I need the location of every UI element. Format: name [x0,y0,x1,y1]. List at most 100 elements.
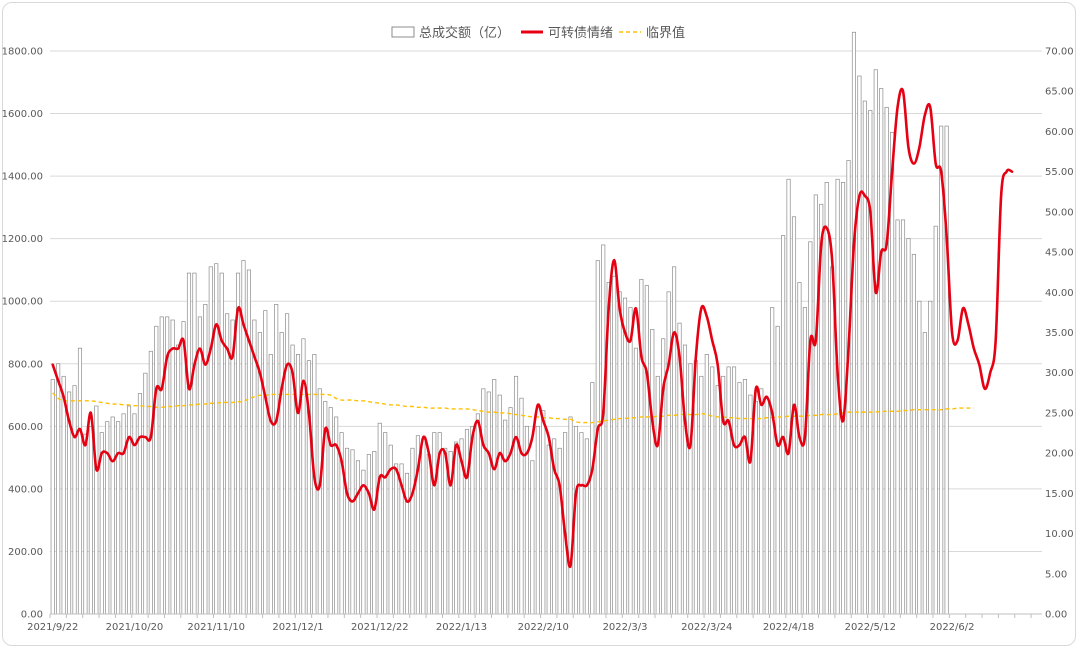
volume-bar [56,363,61,615]
volume-bar [933,225,938,615]
volume-bar [88,425,93,615]
volume-bar [922,332,927,615]
volume-bar [688,363,693,615]
volume-bar [851,31,857,615]
right-tick-label: 10.00 [1045,529,1074,540]
legend-bar-swatch [391,26,415,38]
left-tick-label: 1600.00 [2,109,43,120]
volume-bar [61,375,66,615]
left-tick-label: 600.00 [8,422,43,433]
volume-bar [639,278,644,615]
volume-bar [366,454,371,615]
volume-bar [704,354,709,615]
volume-bar [361,469,366,615]
volume-bar [345,447,350,615]
right-tick-label: 70.00 [1045,47,1074,58]
volume-bar [775,325,780,615]
volume-bar [862,100,867,615]
x-tick-label: 2022/1/13 [436,622,487,633]
axes: 0.00 200.00 400.00 600.00 800.00 1000.00 1200.… [2,47,1074,634]
volume-bar [715,385,720,615]
volume-bar [655,375,660,615]
volume-bar [731,366,737,615]
volume-bar [197,316,202,615]
volume-bar [377,422,382,615]
volume-bar [50,379,55,615]
volume-bar [94,405,99,615]
volume-bar [519,397,524,615]
volume-bar [622,297,628,615]
right-tick-label: 50.00 [1045,207,1074,218]
volume-bar [928,300,933,615]
volume-bar [900,219,906,615]
volume-bar [590,382,595,615]
volume-bar [410,447,415,615]
volume-bar [601,244,606,615]
x-tick-label: 2021/9/22 [27,622,78,633]
volume-bar [486,391,491,615]
right-tick-label: 40.00 [1045,288,1074,299]
threshold-path [52,392,974,424]
volume-bar [181,321,186,615]
x-tick-label: 2022/6/2 [930,622,975,633]
volume-bar [579,432,584,615]
volume-bar [786,178,791,615]
right-tick-label: 15.00 [1045,489,1074,500]
volume-bar [116,421,121,615]
volume-bar [748,394,753,615]
legend-bar-label: 总成交额（亿） [419,25,510,41]
volume-bar [682,344,688,615]
volume-bar [77,347,83,615]
legend-sentiment-label: 可转债情绪 [548,26,613,41]
volume-bar [72,385,77,615]
volume-bar [252,319,257,615]
right-tick-label: 20.00 [1045,449,1074,460]
volume-bar [350,449,355,615]
threshold-line [52,392,974,424]
volume-bar [824,182,829,615]
volume-bar [726,366,731,615]
volume-bar [830,266,835,615]
volume-bar [383,432,388,615]
left-tick-label: 200.00 [8,547,43,558]
volume-bar [497,394,502,615]
volume-bar [317,388,322,615]
volume-bar [110,416,115,615]
volume-bar [503,419,508,615]
volume-bar [404,472,410,615]
x-tick-label: 2021/12/1 [272,622,323,633]
volume-bar [781,235,786,615]
volume-bar [214,263,219,615]
volume-bar [808,241,813,615]
volume-bar [464,429,470,615]
volume-bar [154,325,159,615]
x-tick-label: 2021/12/22 [351,622,409,633]
x-tick-label: 2022/5/12 [845,622,896,633]
volume-bar [143,372,148,615]
volume-bar [83,433,88,615]
left-tick-label: 0.00 [21,610,43,621]
volume-bar [944,125,949,615]
volume-bar [268,354,273,615]
volume-bar [895,219,900,615]
legend-threshold-label: 临界值 [646,25,685,41]
volume-bar [802,307,807,615]
right-tick-label: 5.00 [1045,569,1067,580]
volume-bar [159,316,164,615]
volume-bar [230,319,235,615]
x-tick-label: 2022/2/10 [518,622,569,633]
volume-bar [857,75,862,615]
volume-bar [279,332,284,615]
volume-bar [879,88,884,615]
volume-bar [541,410,546,615]
left-tick-label: 1000.00 [2,297,43,308]
left-tick-label: 1200.00 [2,234,43,245]
volume-bar [475,413,480,615]
volume-bar [203,304,208,615]
volume-bar [355,460,360,615]
volume-bar [426,454,431,615]
volume-bar [911,253,916,615]
right-tick-label: 35.00 [1045,328,1074,339]
sentiment-line [51,87,1014,569]
